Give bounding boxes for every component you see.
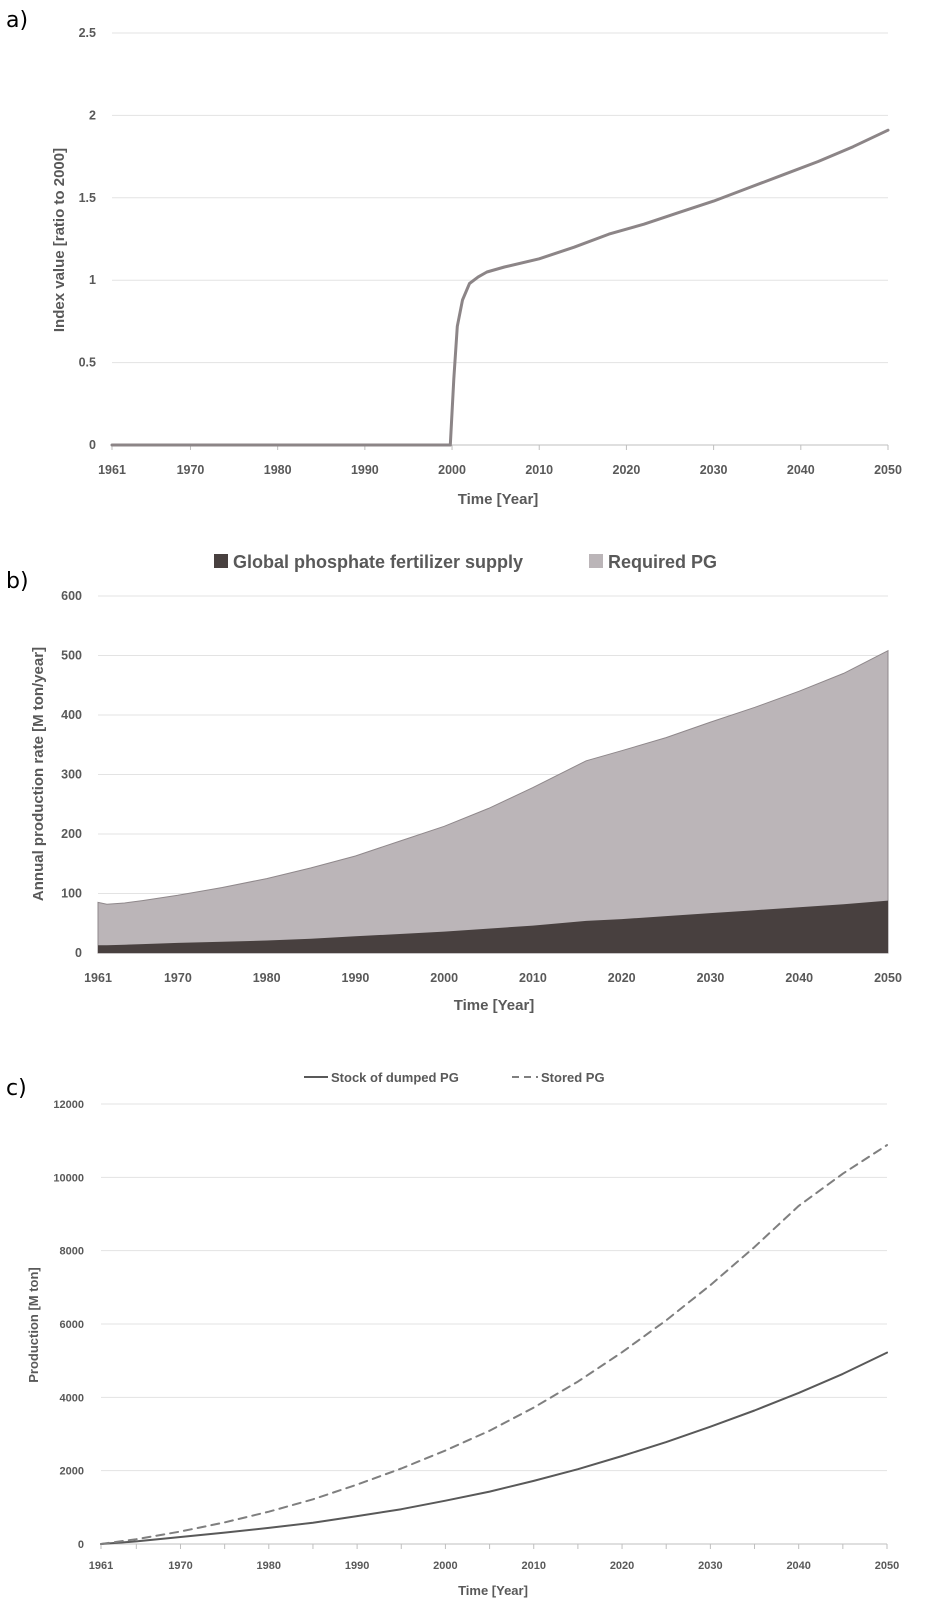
panel-a-series [110, 128, 890, 447]
b-x-tick-label: 1980 [253, 971, 281, 985]
legend-label-fertilizer-supply: Global phosphate fertilizer supply [233, 552, 523, 572]
c-x-tick-label: 1990 [345, 1560, 369, 1572]
a-y-tick-label: 2 [89, 108, 96, 122]
a-x-tick-label: 1980 [264, 463, 292, 477]
panel-c-legend: Stock of dumped PG Stored PG [304, 1070, 605, 1085]
legend-swatch-required-pg [589, 554, 603, 568]
b-x-tick-label: 1990 [342, 971, 370, 985]
b-x-tick-label: 2000 [430, 971, 458, 985]
b-x-tick-label: 2040 [785, 971, 813, 985]
b-x-tick-label: 1970 [164, 971, 192, 985]
area-fertilizer-supply [98, 900, 888, 953]
panel-a-y-ticks: 0 0.5 1 1.5 2 2.5 [79, 26, 96, 452]
a-x-tick-label: 2030 [700, 463, 728, 477]
c-x-tick-label: 1980 [257, 1560, 281, 1572]
legend-label-dumped-pg: Stock of dumped PG [331, 1070, 459, 1085]
a-x-tick-label: 2000 [438, 463, 466, 477]
panel-a-x-axis-title: Time [Year] [458, 491, 539, 508]
panel-c-x-axis-title: Time [Year] [458, 1583, 528, 1598]
panel-b-production-chart: b) Global phosphate fertilizer supply Re… [6, 552, 902, 1014]
a-x-tick-label: 1990 [351, 463, 379, 477]
panel-b-x-axis-title: Time [Year] [454, 997, 535, 1014]
b-y-tick-label: 200 [61, 827, 82, 841]
line-stored-pg [100, 1144, 888, 1545]
c-x-tick-label: 2020 [610, 1560, 634, 1572]
b-x-tick-label: 2050 [874, 971, 902, 985]
area-required-pg [97, 649, 889, 954]
panel-c-letter: c) [6, 1076, 27, 1101]
panel-c-stock-chart: c) Stock of dumped PG Stored PG 0 2000 400… [6, 1070, 899, 1598]
panel-c-x-ticks: 1961 1970 1980 1990 2000 2010 2020 2030 2040 2050 [89, 1544, 899, 1572]
panel-c-gridlines [101, 1103, 887, 1545]
c-y-tick-label: 0 [78, 1539, 84, 1551]
c-y-tick-label: 8000 [60, 1246, 84, 1258]
c-x-tick-label: 2030 [698, 1560, 722, 1572]
panel-c-y-ticks: 0 2000 4000 6000 8000 10000 12000 [53, 1099, 84, 1551]
legend-label-stored-pg: Stored PG [541, 1070, 605, 1085]
panel-c-y-axis-title: Production [M ton] [26, 1267, 41, 1383]
c-x-tick-label: 2040 [786, 1560, 810, 1572]
b-x-tick-label: 2020 [608, 971, 636, 985]
a-y-tick-label: 1 [89, 273, 96, 287]
a-y-tick-label: 0.5 [79, 356, 96, 370]
c-x-tick-label: 1961 [89, 1560, 113, 1572]
c-y-tick-label: 4000 [60, 1392, 84, 1404]
a-y-tick-label: 2.5 [79, 26, 96, 40]
b-y-tick-label: 600 [61, 589, 82, 603]
a-x-tick-label: 1970 [177, 463, 205, 477]
panel-a-x-ticks: 1961 1970 1980 1990 2000 2010 2020 2030 2040 2050 [98, 445, 902, 477]
a-y-tick-label: 1.5 [79, 191, 96, 205]
a-x-tick-label: 2020 [613, 463, 641, 477]
a-x-tick-label: 2050 [874, 463, 902, 477]
a-x-tick-label: 2040 [787, 463, 815, 477]
c-x-tick-label: 2010 [521, 1560, 545, 1572]
c-x-tick-label: 2000 [433, 1560, 457, 1572]
panel-a-y-axis-title: Index value [ratio to 2000] [51, 148, 68, 332]
panel-b-x-ticks: 1961 1970 1980 1990 2000 2010 2020 2030 2040 2050 [84, 971, 902, 985]
a-x-tick-label: 2010 [525, 463, 553, 477]
c-x-tick-label: 1970 [168, 1560, 192, 1572]
panel-c-series [100, 1144, 888, 1545]
a-x-tick-label: 1961 [98, 463, 126, 477]
panel-a-gridlines [112, 32, 888, 446]
b-y-tick-label: 0 [75, 946, 82, 960]
c-y-tick-label: 2000 [60, 1466, 84, 1478]
b-y-tick-label: 300 [61, 768, 82, 782]
panel-a-letter: a) [6, 8, 28, 33]
b-y-tick-label: 100 [61, 887, 82, 901]
a-y-tick-label: 0 [89, 438, 96, 452]
legend-swatch-fertilizer-supply [214, 554, 228, 568]
b-x-tick-label: 2010 [519, 971, 547, 985]
line-dumped-pg [100, 1351, 888, 1545]
panel-a-index-chart: a) 0 0.5 1 1.5 2 2.5 1961 1970 1980 1990 2000 2010… [6, 8, 902, 508]
b-y-tick-label: 400 [61, 708, 82, 722]
c-x-tick-label: 2050 [875, 1560, 899, 1572]
c-y-tick-label: 12000 [53, 1099, 84, 1111]
b-y-tick-label: 500 [61, 649, 82, 663]
b-x-tick-label: 2030 [697, 971, 725, 985]
b-x-tick-label: 1961 [84, 971, 112, 985]
line-index-value [110, 128, 890, 447]
panel-b-letter: b) [6, 569, 29, 594]
legend-label-required-pg: Required PG [608, 552, 717, 572]
c-y-tick-label: 6000 [60, 1319, 84, 1331]
c-y-tick-label: 10000 [53, 1172, 84, 1184]
panel-b-series [97, 649, 889, 954]
panel-b-y-axis-title: Annual production rate [M ton/year] [30, 647, 47, 901]
panel-b-legend: Global phosphate fertilizer supply Requi… [214, 552, 717, 572]
panel-b-y-ticks: 0 100 200 300 400 500 600 [61, 589, 82, 960]
